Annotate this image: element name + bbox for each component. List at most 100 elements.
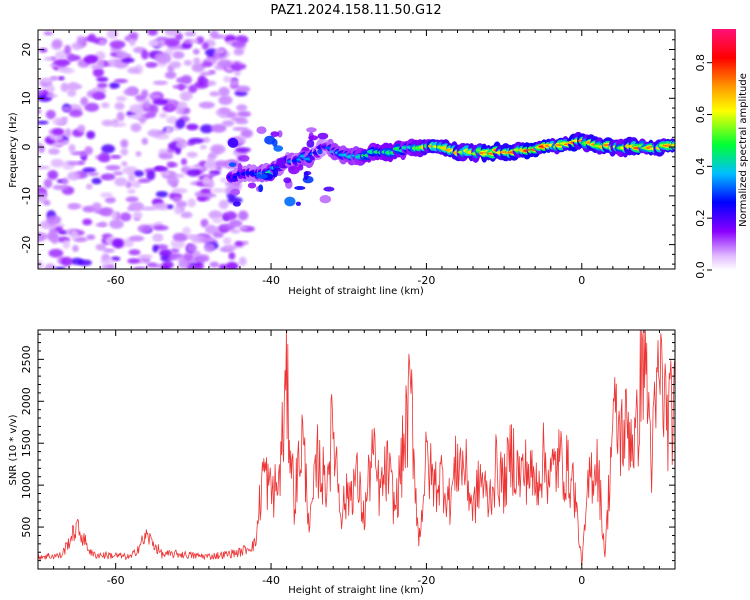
heatmap-cell — [141, 206, 158, 211]
heatmap-cell — [231, 40, 246, 49]
heatmap-cell — [175, 200, 188, 208]
colorbar: 0.0 0.2 0.4 0.6 0.8 Normalized spectral ampl… — [694, 29, 749, 279]
heatmap-cell — [62, 106, 72, 112]
heatmap-cell — [175, 140, 187, 149]
heatmap-cell — [100, 192, 113, 198]
heatmap-cell — [306, 139, 315, 148]
heatmap-cell — [272, 168, 278, 178]
heatmap-cell — [152, 244, 159, 253]
main-title: PAZ1.2024.158.11.50.G12 — [270, 3, 441, 18]
heatmap-cell — [127, 114, 143, 119]
heatmap-cell — [87, 172, 100, 177]
heatmap-cell — [236, 104, 248, 112]
heatmap-cell — [283, 177, 292, 184]
heatmap-cell — [103, 248, 115, 253]
heatmap-cell — [40, 78, 54, 83]
heatmap-cell — [167, 204, 174, 210]
heatmap-cell — [129, 104, 145, 114]
x-tick-label: -20 — [417, 274, 435, 287]
spectrogram-xlabel: Height of straight line (km) — [288, 286, 424, 297]
heatmap-cell — [212, 232, 224, 238]
heatmap-cell — [167, 176, 179, 187]
heatmap-cell — [179, 90, 193, 101]
heatmap-cell — [284, 196, 296, 207]
heatmap-cell — [64, 44, 72, 55]
colorbar-tick-label: 0.8 — [694, 54, 707, 72]
heatmap-cell — [86, 183, 93, 190]
heatmap-cell — [128, 249, 141, 256]
heatmap-cell — [135, 151, 142, 157]
x-tick-label: -20 — [417, 574, 435, 587]
heatmap-cell — [240, 155, 250, 162]
heatmap-cell — [182, 227, 191, 235]
heatmap-cell — [184, 31, 197, 37]
colorbar-tick-label: 0.6 — [694, 106, 707, 124]
heatmap-cell — [180, 75, 192, 85]
heatmap-cell — [67, 81, 79, 91]
heatmap-cell — [131, 180, 142, 188]
heatmap-cell — [323, 186, 335, 192]
heatmap-cell — [133, 266, 147, 269]
heatmap-cell — [210, 124, 227, 133]
heatmap-cell — [212, 217, 223, 224]
heatmap-cell — [228, 252, 236, 260]
heatmap-cell — [674, 147, 675, 149]
heatmap-cell — [43, 31, 54, 36]
heatmap-cell — [276, 157, 286, 168]
heatmap-cell — [167, 255, 179, 261]
heatmap-cell — [98, 154, 111, 163]
heatmap-cell — [191, 235, 206, 244]
heatmap-cell — [218, 95, 233, 106]
heatmap-cell — [128, 32, 139, 39]
heatmap-cell — [230, 229, 241, 234]
colorbar-tick-label: 0.4 — [694, 158, 707, 176]
heatmap-cell — [64, 128, 72, 138]
heatmap-cell — [140, 254, 153, 259]
heatmap-cell — [152, 80, 168, 86]
heatmap-cell — [43, 199, 51, 206]
heatmap-cell — [51, 128, 65, 136]
heatmap-cell — [137, 178, 151, 183]
heatmap-cell — [199, 71, 212, 76]
heatmap-cell — [67, 203, 80, 210]
heatmap-cell — [71, 42, 83, 50]
heatmap-cell — [230, 178, 238, 182]
heatmap-cell — [223, 76, 232, 83]
heatmap-cell — [60, 82, 69, 93]
heatmap-cell — [319, 195, 331, 204]
heatmap-cell — [96, 76, 109, 82]
colorbar-label: Normalized spectral amplitude — [738, 73, 749, 227]
heatmap-cell — [38, 109, 42, 114]
x-tick-label: -60 — [107, 574, 125, 587]
heatmap-cell — [141, 89, 149, 98]
y-tick-label: 2500 — [20, 345, 33, 373]
heatmap-cell — [76, 35, 85, 43]
heatmap-cell — [61, 116, 69, 122]
heatmap-cell — [202, 175, 211, 186]
heatmap-cell — [52, 38, 63, 49]
heatmap-cell — [86, 234, 96, 240]
heatmap-cell — [120, 148, 129, 156]
heatmap-cell — [50, 56, 57, 61]
heatmap-cell — [675, 143, 686, 153]
heatmap-cell — [92, 67, 104, 78]
heatmap-cell — [121, 161, 128, 167]
heatmap-cell — [128, 201, 144, 212]
snr-ylabel: SNR (10 * v/v) — [8, 414, 19, 485]
heatmap-cell — [80, 96, 89, 106]
heatmap-cell — [146, 262, 158, 268]
heatmap-cell — [209, 91, 220, 97]
heatmap-cell — [137, 224, 152, 233]
y-tick-label: 2000 — [20, 387, 33, 415]
heatmap-cell — [241, 240, 249, 245]
heatmap-cell — [62, 240, 71, 249]
heatmap-cell — [229, 219, 243, 228]
heatmap-cell — [270, 131, 280, 138]
x-tick-label: 0 — [578, 274, 585, 287]
heatmap-cell — [155, 191, 168, 198]
heatmap-cell — [306, 127, 317, 133]
heatmap-cell — [105, 165, 121, 171]
heatmap-cell — [149, 104, 159, 114]
heatmap-cell — [209, 261, 220, 268]
